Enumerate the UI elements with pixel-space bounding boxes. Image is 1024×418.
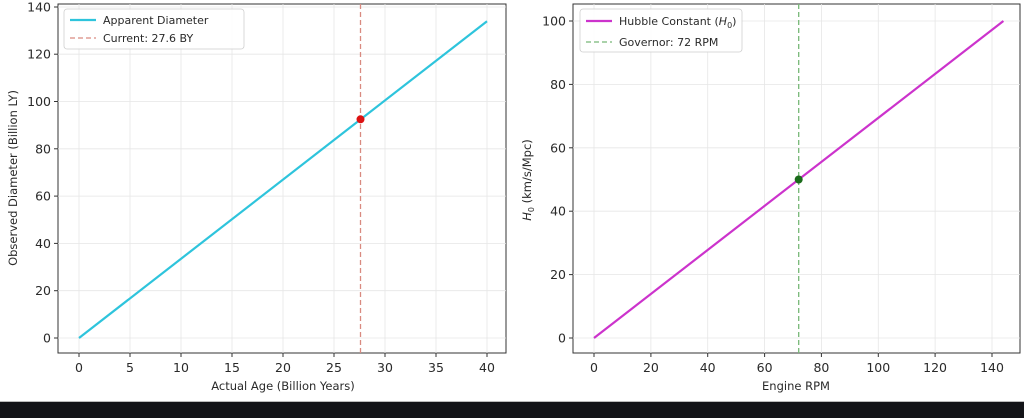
right-tick-marks: [569, 20, 993, 357]
x-tick: 15: [224, 360, 240, 375]
legend-label-current: Current: 27.6 BY: [103, 32, 193, 45]
left-tick-marks: [54, 6, 488, 357]
y-tick: 100: [542, 14, 566, 29]
y-tick: 60: [35, 189, 51, 204]
y-tick: 0: [558, 331, 566, 346]
y-tick: 60: [550, 140, 566, 155]
right-x-axis-label: Engine RPM: [762, 379, 830, 393]
x-tick: 0: [75, 360, 83, 375]
x-tick: 140: [980, 360, 1004, 375]
x-tick: 80: [813, 360, 829, 375]
legend-label-governor: Governor: 72 RPM: [619, 36, 718, 49]
right-chart: 0 20 40 60 80 100 120 140 0 20 40 60 80 …: [520, 3, 1021, 393]
left-x-axis-label: Actual Age (Billion Years): [211, 379, 355, 393]
y-tick: 0: [43, 331, 51, 346]
y-tick: 140: [27, 0, 51, 15]
y-tick: 40: [550, 204, 566, 219]
governor-point-marker: [794, 175, 803, 184]
y-tick: 20: [35, 283, 51, 298]
right-y-axis-label: H0 (km/s/Mpc): [520, 139, 536, 221]
left-chart: 0 5 10 15 20 25 30 35 40 0 20 40 60 80 1…: [6, 0, 507, 393]
x-tick: 40: [479, 360, 495, 375]
figure: 0 5 10 15 20 25 30 35 40 0 20 40 60 80 1…: [6, 0, 1021, 393]
left-plot-frame: [57, 3, 507, 354]
x-tick: 20: [275, 360, 291, 375]
x-tick: 35: [428, 360, 444, 375]
apparent-diameter-line: [78, 20, 488, 339]
x-tick: 10: [173, 360, 189, 375]
x-tick: 0: [590, 360, 598, 375]
y-tick: 20: [550, 267, 566, 282]
legend-label-diameter: Apparent Diameter: [103, 14, 209, 27]
left-legend: Apparent Diameter Current: 27.6 BY: [63, 8, 245, 50]
x-tick: 5: [126, 360, 134, 375]
right-grid: [573, 4, 1020, 353]
x-tick: 25: [326, 360, 342, 375]
y-tick: 80: [35, 141, 51, 156]
y-tick: 100: [27, 94, 51, 109]
x-tick: 120: [923, 360, 947, 375]
left-grid: [58, 4, 506, 353]
right-legend: Hubble Constant (H0) Governor: 72 RPM: [579, 8, 743, 53]
right-x-tick-labels: 0 20 40 60 80 100 120 140: [590, 360, 1004, 375]
y-tick: 120: [27, 47, 51, 62]
x-tick: 20: [643, 360, 659, 375]
right-y-tick-labels: 0 20 40 60 80 100: [542, 14, 566, 346]
left-y-tick-labels: 0 20 40 60 80 100 120 140: [27, 0, 51, 346]
x-tick: 30: [377, 360, 393, 375]
x-tick: 100: [866, 360, 890, 375]
x-tick: 60: [757, 360, 773, 375]
y-tick: 80: [550, 77, 566, 92]
current-point-marker: [356, 115, 365, 124]
left-x-tick-labels: 0 5 10 15 20 25 30 35 40: [75, 360, 495, 375]
left-y-axis-label: Observed Diameter (Billion LY): [6, 90, 20, 266]
x-tick: 40: [700, 360, 716, 375]
bottom-dark-band: [0, 401, 1024, 418]
y-tick: 40: [35, 236, 51, 251]
legend-label-hubble: Hubble Constant (H0): [619, 15, 736, 30]
